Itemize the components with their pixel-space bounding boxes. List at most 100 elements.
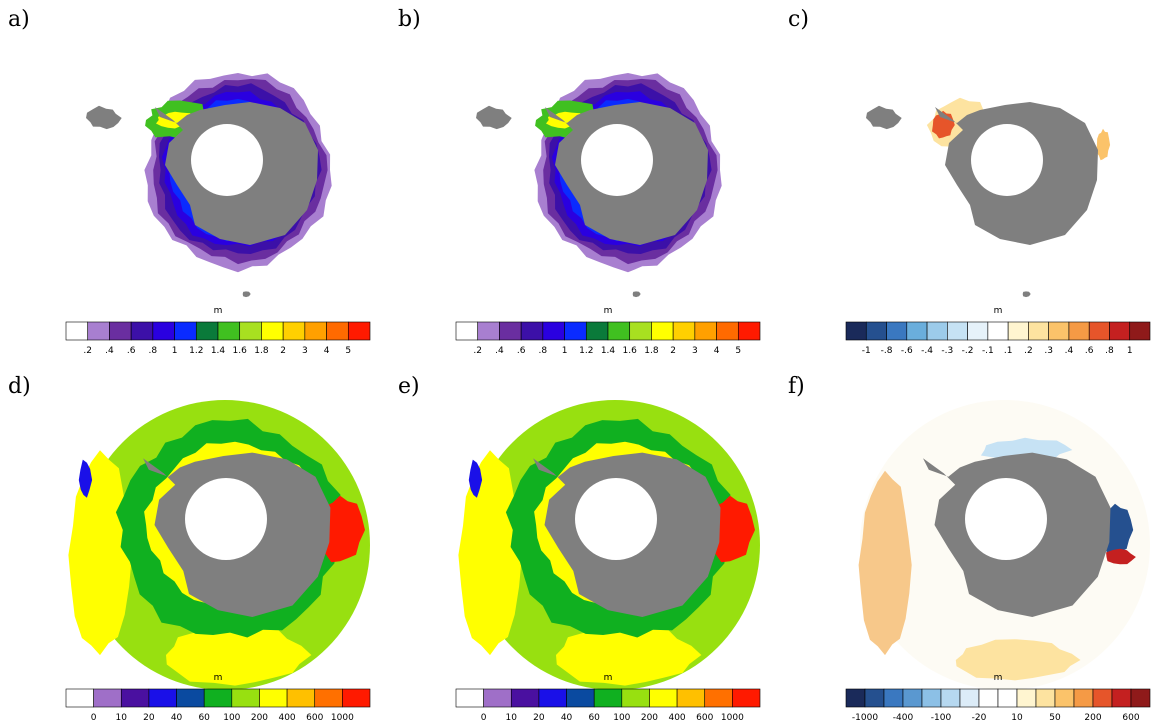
colorbar-box: [174, 321, 197, 341]
colorbar-box: [1007, 321, 1029, 341]
colorbar-label: .4: [495, 346, 504, 356]
panel: d) m 0 10 20 40 60 100 200 400 600 1000: [8, 374, 371, 723]
colorbar-label: 1.8: [644, 346, 659, 356]
pole-hole: [965, 478, 1047, 560]
colorbar-box: [978, 688, 999, 708]
colorbar-unit: m: [604, 306, 613, 316]
colorbar-label: -1000: [852, 713, 878, 723]
colorbar-label: 1: [562, 346, 568, 356]
colorbar-label: 200: [1084, 713, 1101, 723]
colorbar-box: [1016, 688, 1037, 708]
colorbar-box: [902, 688, 923, 708]
anomaly: [858, 470, 912, 656]
colorbar-unit: m: [994, 673, 1003, 683]
panel-label: d): [8, 374, 31, 399]
zone: [68, 450, 132, 656]
colorbar-box: [510, 688, 540, 708]
colorbar-label: 0: [481, 713, 487, 723]
panel: b) m .2 .4 .6 .8 1 1.2 1.4 1.6 1.8 2 3 4 5: [398, 7, 761, 356]
colorbar-box: [455, 321, 479, 341]
colorbar-label: 1000: [721, 713, 744, 723]
panel-label: e): [398, 374, 420, 399]
colorbar-label: -.1: [982, 346, 994, 356]
colorbar-box: [676, 688, 706, 708]
colorbar-box: [1068, 321, 1090, 341]
colorbar-label: 100: [223, 713, 240, 723]
colorbar-unit: m: [994, 306, 1003, 316]
colorbar-label: 10: [1011, 713, 1023, 723]
zone: [458, 450, 522, 656]
pole-hole: [191, 124, 263, 196]
colorbar-box: [585, 321, 609, 341]
colorbar-box: [342, 688, 371, 708]
colorbar-label: 1.2: [189, 346, 203, 356]
colorbar-label: .1: [1004, 346, 1013, 356]
colorbar-label: 3: [692, 346, 698, 356]
island: [476, 105, 512, 130]
colorbar-box: [629, 321, 652, 341]
colorbar-box: [987, 321, 1009, 341]
colorbar-label: 5: [345, 346, 351, 356]
colorbar-label: 50: [1049, 713, 1061, 723]
colorbar-box: [542, 321, 565, 341]
colorbar-box: [326, 321, 349, 341]
island: [1022, 291, 1031, 298]
colorbar-label: 1.2: [579, 346, 593, 356]
colorbar-box: [1028, 321, 1049, 341]
colorbar-label: .8: [539, 346, 548, 356]
colorbar-box: [845, 321, 867, 341]
colorbar-label: .4: [105, 346, 114, 356]
colorbar-box: [694, 321, 717, 341]
panel-label: f): [788, 374, 805, 399]
colorbar-label: 60: [588, 713, 600, 723]
colorbar-box: [499, 321, 522, 341]
colorbar-label: .2: [83, 346, 92, 356]
colorbar-box: [649, 688, 678, 708]
colorbar-box: [926, 321, 948, 341]
colorbar-box: [1073, 688, 1094, 708]
island: [866, 105, 902, 130]
colorbar-label: .2: [473, 346, 482, 356]
colorbar-label: .2: [1024, 346, 1033, 356]
colorbar-box: [865, 321, 887, 341]
colorbar-box: [152, 321, 175, 341]
colorbar-label: .6: [127, 346, 136, 356]
panel: a) m .2 .4 .6 .8 1 1.2 1.4 1.6 1.8 2 3 4 5: [8, 7, 371, 356]
colorbar-box: [651, 321, 674, 341]
zone: [166, 623, 312, 686]
colorbar-box: [259, 688, 288, 708]
island: [86, 105, 122, 130]
colorbar-box: [1129, 321, 1151, 341]
colorbar-label: 4: [714, 346, 720, 356]
colorbar-label: .4: [1065, 346, 1074, 356]
colorbar-box: [286, 688, 316, 708]
colorbar-label: 10: [116, 713, 128, 723]
colorbar-box: [732, 688, 761, 708]
colorbar-label: 1.4: [601, 346, 616, 356]
pole-hole: [581, 124, 653, 196]
colorbar-box: [130, 321, 154, 341]
colorbar-box: [176, 688, 205, 708]
colorbar-box: [231, 688, 260, 708]
colorbar-box: [455, 688, 484, 708]
colorbar-box: [1109, 321, 1131, 341]
colorbar-label: -.4: [921, 346, 933, 356]
anomaly: [955, 639, 1081, 681]
colorbar-box: [921, 688, 942, 708]
colorbar-label: 600: [306, 713, 323, 723]
colorbar-label: 40: [171, 713, 183, 723]
colorbar-box: [564, 321, 587, 341]
panel: f) m -1000 -400 -100 -20 10 50 200 600: [788, 374, 1151, 723]
colorbar-label: 200: [251, 713, 268, 723]
colorbar-label: 2: [670, 346, 676, 356]
island: [632, 291, 641, 298]
colorbar-box: [261, 321, 284, 341]
colorbar-box: [203, 688, 233, 708]
colorbar-label: 5: [735, 346, 741, 356]
panel-label: a): [8, 7, 30, 32]
colorbar-box: [940, 688, 961, 708]
colorbar-box: [845, 688, 866, 708]
colorbar-label: 1.6: [623, 346, 638, 356]
colorbar-box: [314, 688, 343, 708]
colorbar-label: 4: [324, 346, 330, 356]
